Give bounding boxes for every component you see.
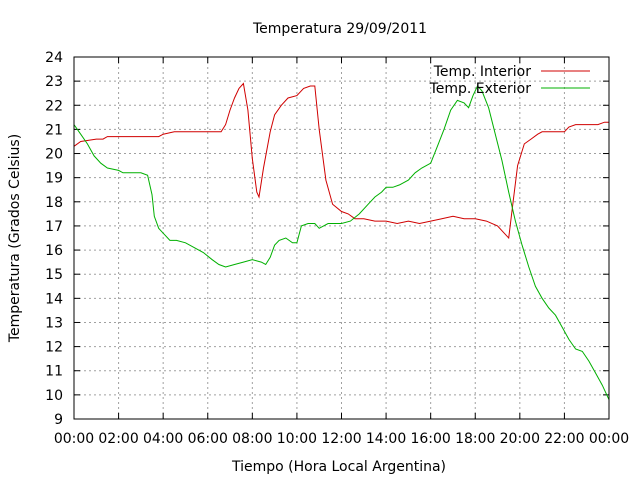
series-line-exterior (73, 85, 610, 400)
grid-lines (74, 57, 609, 419)
x-tick-label: 00:00 (54, 431, 94, 447)
y-tick-label: 18 (45, 195, 63, 211)
y-tick-label: 10 (45, 388, 63, 404)
y-tick-label: 15 (45, 267, 63, 283)
x-axis-ticks: 00:00 02:00 04:00 06:00 08:00 10:00 12:00 14:00… (54, 57, 629, 447)
x-tick-label: 10:00 (277, 431, 317, 447)
x-tick-label: 12:00 (321, 431, 361, 447)
x-tick-label: 08:00 (232, 431, 272, 447)
series-line-interior (73, 82, 609, 240)
y-tick-label: 24 (45, 50, 63, 66)
y-tick-label: 9 (54, 412, 63, 428)
x-tick-label: 00:00 (589, 431, 629, 447)
x-tick-label: 02:00 (98, 431, 138, 447)
plot-frame (73, 56, 610, 420)
x-axis-label: Tiempo (Hora Local Argentina) (231, 459, 446, 475)
x-tick-label: 18:00 (455, 431, 495, 447)
legend-label-interior: Temp. Interior (433, 64, 532, 80)
chart-title: Temperatura 29/09/2011 (252, 21, 427, 37)
x-tick-label: 22:00 (544, 431, 584, 447)
y-tick-label: 20 (45, 147, 63, 163)
x-tick-label: 04:00 (143, 431, 183, 447)
x-tick-label: 06:00 (188, 431, 228, 447)
legend-label-exterior: Temp. Exterior (429, 81, 532, 97)
y-tick-label: 12 (45, 340, 63, 356)
x-tick-label: 16:00 (410, 431, 450, 447)
y-tick-label: 14 (45, 291, 63, 307)
y-axis-label: Temperatura (Grados Celsius) (7, 134, 23, 343)
x-tick-label: 20:00 (500, 431, 540, 447)
y-tick-label: 11 (45, 364, 63, 380)
x-tick-label: 14:00 (366, 431, 406, 447)
y-tick-label: 13 (45, 315, 63, 331)
y-tick-label: 23 (45, 74, 63, 90)
y-tick-label: 22 (45, 98, 63, 114)
y-tick-label: 17 (45, 219, 63, 235)
y-axis-ticks: 9 10 11 12 13 14 15 16 17 18 19 20 21 22 23 24 (45, 50, 609, 428)
legend: Temp. Interior Temp. Exterior (429, 64, 590, 97)
y-tick-label: 19 (45, 171, 63, 187)
y-tick-label: 16 (45, 243, 63, 259)
series-lines (73, 82, 610, 400)
y-tick-label: 21 (45, 122, 63, 138)
